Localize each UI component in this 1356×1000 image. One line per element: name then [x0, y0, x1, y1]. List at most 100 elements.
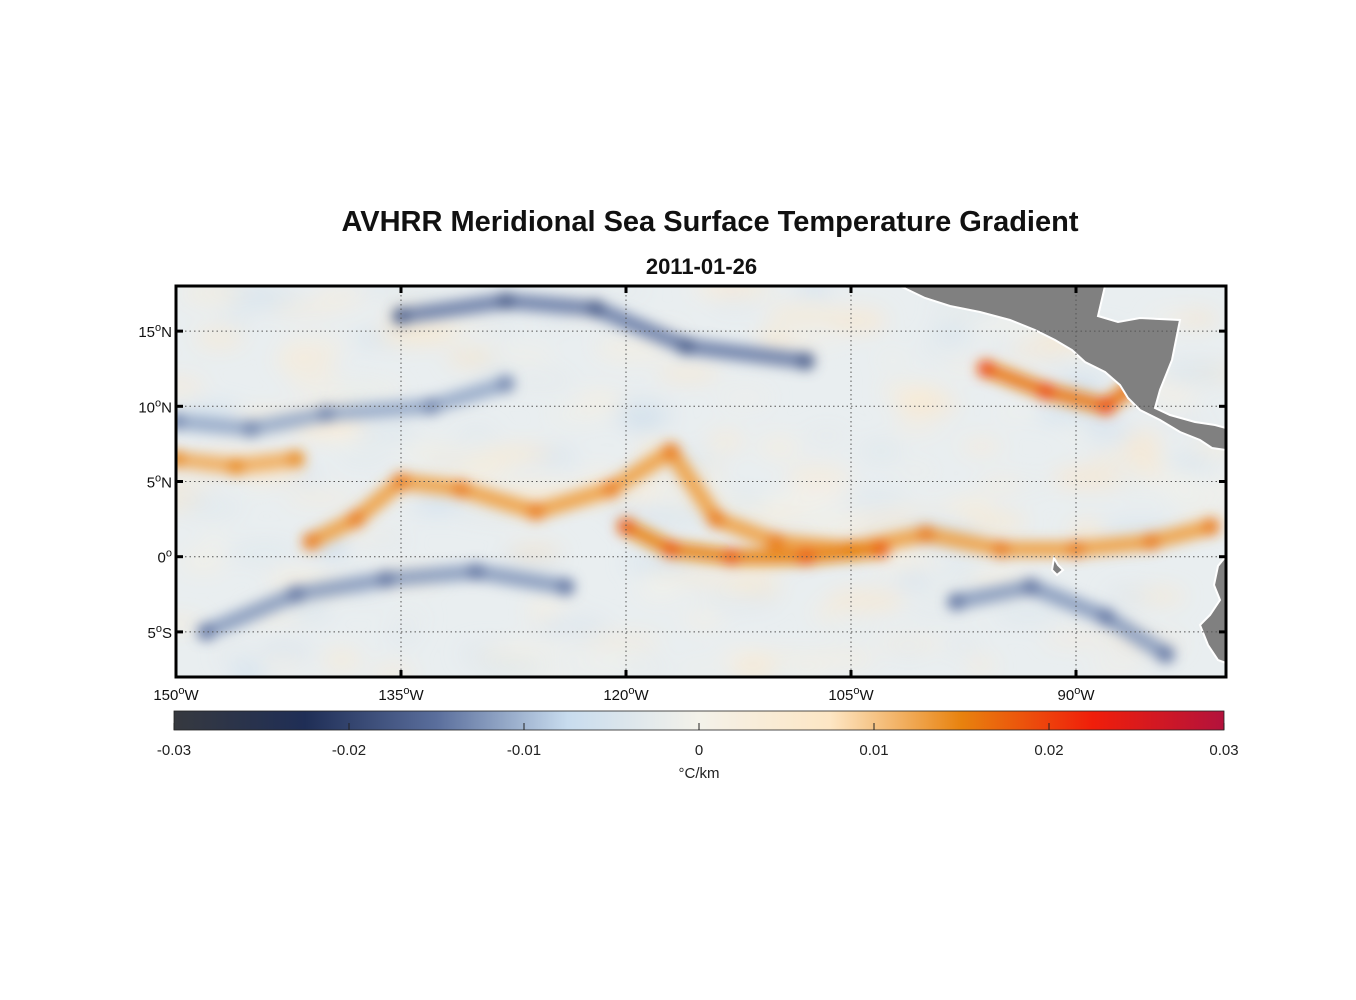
texture-patch [1082, 419, 1133, 443]
texture-patch [1069, 521, 1105, 541]
texture-patch [731, 656, 776, 677]
front-eastern-cold-band [948, 578, 1174, 663]
lon-label: 135oW [378, 685, 424, 704]
texture-patch [284, 492, 359, 504]
texture-patch [877, 549, 939, 571]
texture-patch [846, 511, 917, 534]
land-galapagos-islands [1050, 555, 1065, 577]
latitude-labels: 15oN 10oN 5oN 0o 5oS [138, 322, 172, 642]
texture-patch [893, 639, 923, 656]
texture-patch [476, 656, 547, 677]
front-node [707, 510, 725, 529]
front-node [1037, 382, 1055, 401]
lon-label: 105oW [828, 685, 874, 704]
texture-patch [1088, 659, 1144, 673]
texture-patch [1171, 452, 1215, 473]
lon-label: 120oW [603, 685, 649, 704]
lat-label: 5oN [147, 473, 172, 492]
texture-patch [378, 321, 459, 346]
texture-patch [979, 476, 1022, 493]
texture-patch [321, 647, 362, 673]
lon-label: 150oW [153, 685, 199, 704]
texture-patch [176, 617, 204, 630]
texture-patch [706, 429, 746, 453]
texture-patch [270, 302, 339, 315]
texture-patch [230, 660, 267, 677]
texture-patch [966, 657, 997, 674]
front-node [1202, 517, 1220, 536]
front-node [287, 449, 305, 468]
texture-patch [195, 326, 244, 349]
texture-patch [1131, 459, 1165, 477]
lat-label: 10oN [138, 397, 172, 416]
colorbar-tick-label: -0.02 [332, 742, 366, 759]
texture-patch [942, 562, 977, 582]
texture-patch [507, 543, 562, 562]
texture-patch [474, 321, 519, 334]
longitude-labels: 150oW 135oW 120oW 105oW 90oW [153, 685, 1095, 704]
front-node [797, 352, 815, 371]
texture-patch [1161, 493, 1211, 508]
texture-patch [996, 406, 1037, 418]
texture-patch [340, 286, 416, 293]
texture-patch [363, 534, 410, 548]
texture-patch [796, 656, 870, 670]
front-node [1097, 397, 1115, 416]
texture-patch [1161, 362, 1226, 383]
front-node [176, 412, 185, 431]
texture-patch [620, 655, 666, 677]
texture-patch [1122, 431, 1162, 457]
texture-patch [258, 643, 314, 658]
texture-patch [582, 635, 662, 648]
front-node [527, 502, 545, 521]
texture-patch [329, 381, 384, 405]
texture-patch [896, 464, 937, 478]
texture-patch [636, 578, 683, 601]
texture-patch [287, 371, 342, 392]
colorbar-tick-label: -0.03 [157, 742, 191, 759]
texture-patch [528, 594, 574, 612]
texture-patch [945, 496, 994, 519]
texture-patch [994, 602, 1062, 625]
texture-patch [1035, 356, 1080, 378]
texture-patch [1060, 375, 1106, 395]
gradient-fronts-layer [176, 292, 1220, 664]
texture-patch [838, 490, 908, 506]
chart-subtitle: 2011-01-26 [645, 254, 758, 279]
front-node [1067, 540, 1085, 559]
texture-patch [501, 370, 574, 391]
texture-patch [766, 304, 843, 327]
texture-patch [879, 383, 945, 397]
texture-patch [462, 448, 521, 471]
texture-patch [1042, 633, 1112, 645]
texture-patch [1010, 338, 1070, 361]
texture-patch [757, 435, 800, 459]
texture-patch [831, 613, 877, 638]
texture-patch [940, 307, 973, 326]
texture-patch [220, 311, 251, 329]
axis-ticks [174, 286, 1226, 677]
front-node [197, 622, 215, 641]
texture-patch [784, 333, 854, 346]
front-node [347, 510, 365, 529]
front-node [317, 404, 335, 423]
colorbar-unit-label: °C/km [679, 765, 720, 782]
front-node [977, 359, 995, 378]
texture-patch [415, 447, 469, 461]
lon-label: 90oW [1058, 685, 1096, 704]
map-plot-area [176, 286, 1226, 677]
texture-patch [785, 464, 850, 488]
front-node [377, 570, 395, 589]
texture-patch [898, 393, 958, 416]
front-node [1157, 645, 1175, 664]
texture-patch [180, 550, 226, 574]
front-node [1142, 532, 1160, 551]
front-node [872, 540, 890, 559]
front-node [302, 532, 320, 551]
texture-patch [945, 634, 980, 655]
texture-patch [959, 438, 1003, 455]
texture-patch [623, 414, 665, 431]
land-layer [899, 286, 1226, 665]
texture-patch [700, 286, 773, 298]
texture-patch [284, 600, 332, 620]
